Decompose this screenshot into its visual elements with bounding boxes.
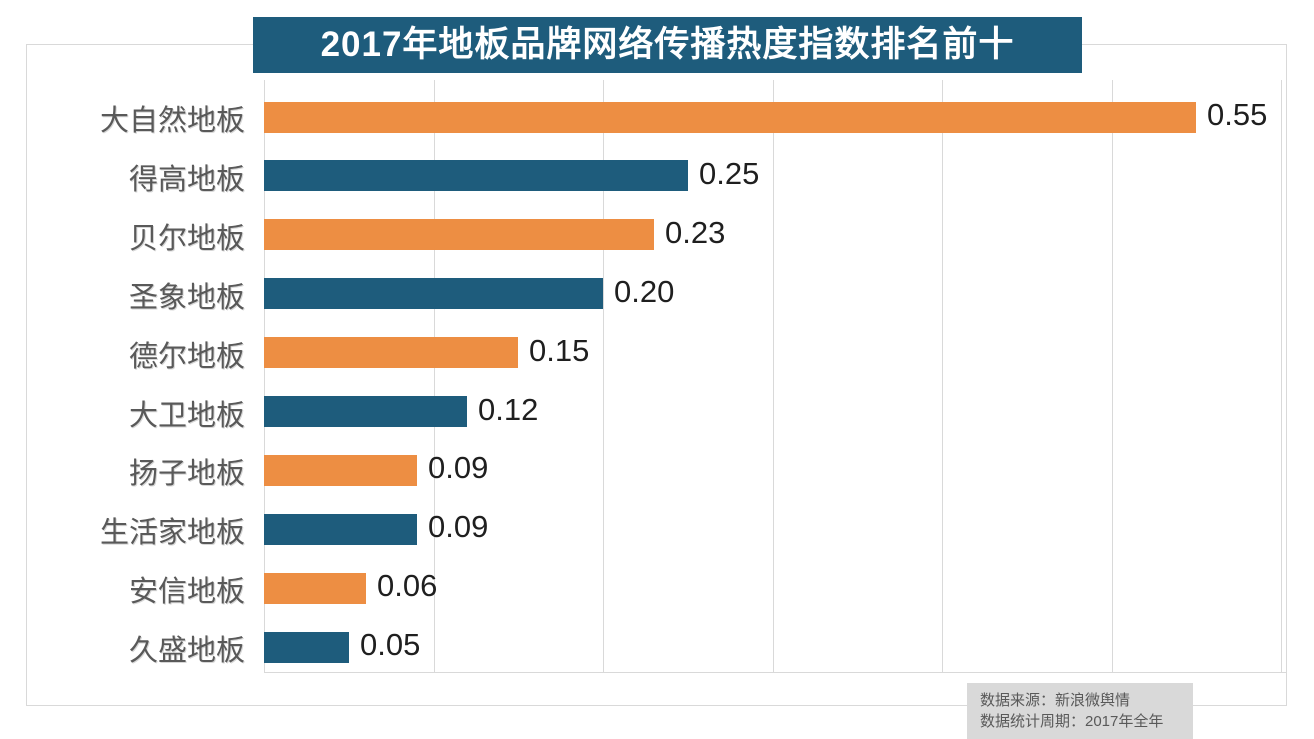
value-label: 0.09	[428, 450, 489, 485]
value-label: 0.09	[428, 509, 489, 544]
vertical-gridline	[773, 80, 774, 672]
bar	[264, 573, 366, 604]
vertical-gridline	[264, 80, 265, 672]
value-label: 0.55	[1207, 97, 1268, 132]
value-label: 0.06	[377, 568, 438, 603]
vertical-gridline	[1112, 80, 1113, 672]
source-note-line1: 数据来源：新浪微舆情	[980, 692, 1131, 709]
vertical-gridline	[1281, 80, 1282, 672]
value-label: 0.15	[529, 333, 590, 368]
category-label: 安信地板	[128, 576, 245, 608]
chart-title: 2017年地板品牌网络传播热度指数排名前十	[253, 17, 1082, 73]
vertical-gridline	[942, 80, 943, 672]
bar	[264, 102, 1196, 133]
bar	[264, 455, 417, 486]
bar	[264, 337, 518, 368]
category-label: 大自然地板	[99, 105, 245, 137]
bar	[264, 632, 349, 663]
category-label: 德尔地板	[128, 341, 245, 373]
x-axis-baseline	[264, 672, 1287, 673]
category-label: 得高地板	[128, 164, 245, 196]
value-label: 0.12	[478, 392, 539, 427]
category-label: 久盛地板	[128, 635, 245, 667]
bar	[264, 219, 654, 250]
value-label: 0.23	[665, 215, 726, 250]
value-label: 0.05	[360, 627, 421, 662]
source-note-line2: 数据统计周期：2017年全年	[980, 713, 1164, 730]
category-label: 贝尔地板	[128, 223, 245, 255]
category-label: 圣象地板	[128, 282, 245, 314]
bar	[264, 278, 603, 309]
value-label: 0.25	[699, 156, 760, 191]
bar	[264, 160, 688, 191]
category-label: 生活家地板	[99, 517, 245, 549]
vertical-gridline	[603, 80, 604, 672]
category-label: 大卫地板	[128, 400, 245, 432]
bar	[264, 396, 467, 427]
category-label: 扬子地板	[128, 458, 245, 490]
value-label: 0.20	[614, 274, 675, 309]
vertical-gridline	[434, 80, 435, 672]
bar	[264, 514, 417, 545]
source-note-box: 数据来源：新浪微舆情 数据统计周期：2017年全年	[967, 683, 1193, 739]
